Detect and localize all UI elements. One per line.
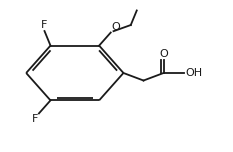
Text: O: O [112, 22, 121, 32]
Text: F: F [31, 114, 38, 124]
Text: OH: OH [185, 68, 202, 78]
Text: F: F [41, 20, 48, 30]
Text: O: O [159, 49, 168, 59]
